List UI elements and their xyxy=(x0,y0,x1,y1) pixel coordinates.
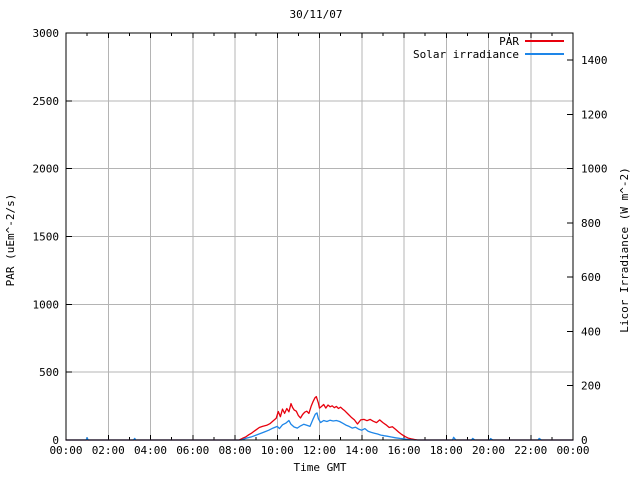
right-y-tick-label: 1400 xyxy=(581,54,608,67)
x-tick-label: 20:00 xyxy=(472,444,505,457)
left-y-tick-label: 500 xyxy=(39,366,59,379)
x-tick-label: 06:00 xyxy=(176,444,209,457)
legend-label-par: PAR xyxy=(499,35,519,48)
axis-tick-labels: 00:00 02:00 04:00 06:00 08:00 10:00 12:00 14:00… xyxy=(33,27,608,457)
x-tick-label: 02:00 xyxy=(92,444,125,457)
right-y-tick-label: 1200 xyxy=(581,108,608,121)
par-series-line xyxy=(65,395,574,441)
right-y-tick-label: 0 xyxy=(581,434,588,447)
x-tick-label: 00:00 xyxy=(556,444,589,457)
left-y-tick-label: 0 xyxy=(52,434,59,447)
x-tick-label: 12:00 xyxy=(303,444,336,457)
plot-border xyxy=(65,32,574,441)
left-y-tick-label: 1500 xyxy=(33,231,60,244)
x-tick-label: 08:00 xyxy=(218,444,251,457)
x-tick-label: 04:00 xyxy=(134,444,167,457)
right-y-tick-label: 200 xyxy=(581,380,601,393)
x-axis-label: Time GMT xyxy=(294,461,347,474)
x-tick-label: 14:00 xyxy=(345,444,378,457)
left-y-axis-label: PAR (uEm^-2/s) xyxy=(4,194,17,287)
left-y-tick-label: 3000 xyxy=(33,27,60,40)
legend-label-solar: Solar irradiance xyxy=(413,48,519,61)
x-tick-label: 22:00 xyxy=(514,444,547,457)
legend: PAR Solar irradiance xyxy=(413,35,564,61)
x-tick-label: 00:00 xyxy=(49,444,82,457)
grid-lines xyxy=(66,33,573,440)
left-y-tick-label: 2000 xyxy=(33,163,60,176)
chart-title: 30/11/07 xyxy=(290,8,343,21)
right-y-tick-label: 600 xyxy=(581,271,601,284)
left-y-tick-label: 1000 xyxy=(33,298,60,311)
left-y-tick-label: 2500 xyxy=(33,95,60,108)
x-tick-label: 18:00 xyxy=(430,444,463,457)
right-y-tick-label: 1000 xyxy=(581,163,608,176)
right-y-tick-label: 800 xyxy=(581,217,601,230)
right-y-tick-label: 400 xyxy=(581,325,601,338)
x-tick-label: 10:00 xyxy=(261,444,294,457)
right-y-axis-label: Licor Irradiance (W m^-2) xyxy=(618,167,631,333)
x-tick-label: 16:00 xyxy=(387,444,420,457)
